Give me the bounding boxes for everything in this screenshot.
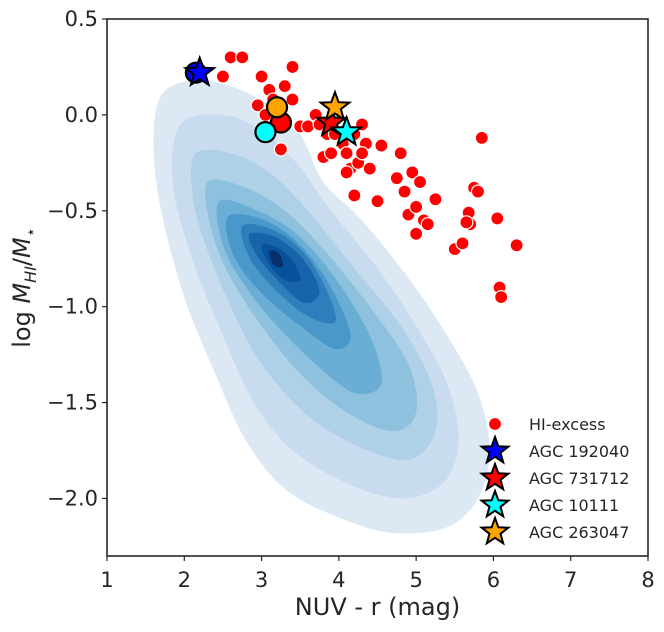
hi-excess-point: [277, 79, 292, 94]
x-tick-label: 3: [255, 568, 268, 592]
x-tick-label: 6: [487, 568, 500, 592]
hi-excess-point: [347, 188, 362, 203]
y-label-log: log: [8, 304, 36, 348]
legend-label: AGC 263047: [529, 523, 629, 542]
agc-192040-star-point: [182, 54, 217, 88]
hi-excess-point: [397, 184, 412, 199]
hi-excess-point: [339, 165, 354, 180]
y-label-sub2: ⋆: [21, 227, 40, 237]
y-tick-label: −1.0: [47, 295, 98, 319]
y-axis-label: log MHI/M⋆: [8, 227, 40, 348]
hi-excess-point: [474, 130, 489, 146]
legend-marker-star: [478, 515, 512, 546]
hi-excess-point: [412, 174, 428, 190]
hi-excess-point: [273, 142, 288, 157]
density-level-10: [269, 250, 284, 268]
hi-excess-point: [509, 238, 524, 253]
hi-excess-point: [409, 226, 424, 241]
x-tick-label: 5: [409, 568, 422, 592]
hi-excess-point: [428, 192, 443, 207]
hi-excess-point: [409, 199, 424, 215]
y-label-slash: /: [8, 257, 36, 266]
hi-excess-point: [374, 138, 389, 153]
agc-10111-circle-point: [254, 121, 277, 144]
hi-excess-point: [285, 92, 300, 107]
hi-excess-point: [459, 215, 474, 230]
y-tick-label: 0.0: [65, 103, 98, 127]
legend-marker-hi-excess: [487, 416, 503, 432]
legend-label: AGC 731712: [529, 469, 629, 488]
y-tick-label: 0.5: [65, 7, 98, 31]
hi-excess-point: [362, 161, 377, 176]
hi-excess-point: [420, 217, 435, 232]
hi-excess-point: [339, 146, 354, 161]
legend: HI-excess AGC 192040 AGC 731712 AGC 10111 AG…: [478, 415, 629, 546]
y-label-m1: M: [8, 283, 36, 304]
legend-label: AGC 10111: [529, 496, 619, 515]
scatter-points: [182, 50, 524, 305]
x-tick-label: 4: [332, 568, 345, 592]
hi-excess-point: [470, 184, 486, 199]
hi-excess-point: [285, 59, 300, 75]
y-tick-label: −0.5: [47, 199, 98, 223]
hi-excess-point: [235, 50, 250, 65]
x-axis-label: NUV - r (mag): [295, 593, 460, 621]
x-tick-label: 8: [641, 568, 654, 592]
y-tick-label: −1.5: [47, 391, 98, 415]
hi-excess-point: [455, 236, 470, 251]
agc-10111-star-point: [329, 114, 364, 147]
density-contours: [153, 79, 490, 534]
y-label-sub1: HI: [21, 266, 40, 283]
hi-excess-point: [389, 171, 404, 186]
legend-label: AGC 192040: [529, 442, 629, 461]
y-label-m2: M: [8, 237, 36, 258]
legend-marker-star: [478, 461, 512, 492]
x-tick-label: 2: [178, 568, 191, 592]
hi-excess-point: [250, 98, 265, 113]
hi-excess-point: [300, 119, 316, 134]
legend-marker-star: [478, 434, 512, 465]
agc-263047-circle-point: [265, 96, 289, 119]
legend-label: HI-excess: [529, 415, 606, 434]
legend-marker-star: [478, 488, 512, 519]
hi-excess-point: [324, 146, 339, 161]
hi-excess-point: [405, 165, 420, 180]
y-tick-label: −2.0: [47, 486, 98, 510]
hi-excess-point: [494, 289, 509, 305]
hi-excess-point: [254, 69, 269, 84]
plot-frame: [106, 18, 649, 557]
hi-excess-point: [393, 146, 408, 161]
hi-excess-point: [354, 146, 370, 161]
agc-263047-star-point: [317, 89, 353, 122]
x-tick-label: 1: [100, 568, 113, 592]
hi-excess-point: [215, 69, 231, 84]
hi-excess-point: [370, 194, 385, 209]
hi-excess-point: [490, 211, 505, 226]
axis-ticks: 1 2 3 4 5 6 7 8 0.5 0.0 −0.5 −1.0 −1.5 −2.0: [47, 7, 655, 592]
x-tick-label: 7: [564, 568, 577, 592]
